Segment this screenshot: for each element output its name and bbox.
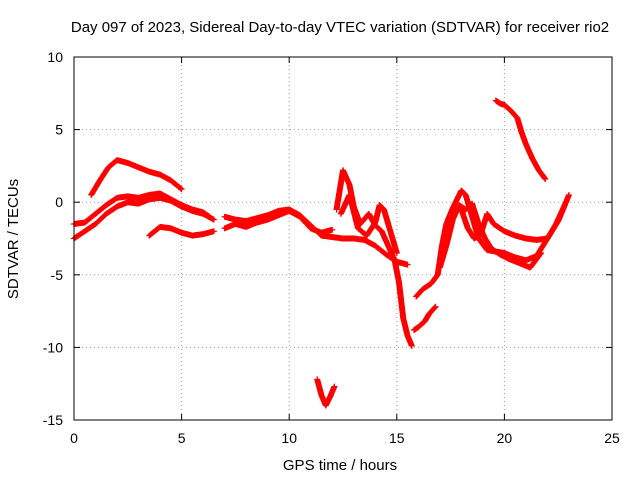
- data-point-markers: [492, 97, 549, 182]
- plot-frame: [73, 56, 613, 421]
- data-point-markers: [221, 207, 336, 236]
- y-axis-title: SDTVAR / TECUs: [5, 179, 22, 299]
- chart-title: Day 097 of 2023, Sidereal Day-to-day VTE…: [71, 19, 609, 36]
- y-tick-label: -5: [51, 267, 64, 283]
- data-series-arc-10: [411, 303, 439, 333]
- x-tick-labels: 0 5 10 15 20 25: [70, 430, 620, 446]
- y-tick-label: -10: [43, 339, 63, 355]
- data-series-arc-9: [337, 191, 400, 257]
- y-tick-label: -15: [43, 412, 63, 428]
- x-tick-label: 10: [281, 430, 297, 446]
- y-tick-label: 0: [55, 194, 63, 210]
- data-series-arc-7: [314, 376, 338, 409]
- data-point-markers: [314, 376, 338, 409]
- y-tick-label: 10: [47, 49, 63, 65]
- data-series-arc-14: [492, 97, 549, 182]
- data-series-arc-13: [458, 202, 568, 243]
- y-tick-labels: -15 -10 -5 0 5 10: [43, 49, 63, 428]
- x-tick-label: 15: [389, 430, 405, 446]
- x-tick-label: 20: [497, 430, 513, 446]
- data-series-arc-8: [333, 167, 415, 349]
- data-series-arc-3: [88, 157, 185, 198]
- x-axis-title: GPS time / hours: [283, 457, 397, 474]
- x-tick-label: 5: [178, 430, 186, 446]
- y-tick-label: 5: [55, 122, 63, 138]
- data-point-markers: [458, 202, 568, 243]
- data-series-arc-4: [146, 223, 217, 239]
- data-point-markers: [88, 157, 185, 198]
- data-series-arc-11: [413, 187, 572, 300]
- axis-ticks: [73, 56, 613, 421]
- x-tick-label: 25: [604, 430, 620, 446]
- data-point-markers: [333, 167, 415, 349]
- data-point-markers: [411, 303, 439, 333]
- data-point-markers: [337, 191, 400, 257]
- x-tick-label: 0: [70, 430, 78, 446]
- data-points: [71, 97, 572, 409]
- data-point-markers: [413, 187, 572, 300]
- data-series-arc-6: [221, 207, 336, 236]
- data-point-markers: [146, 223, 217, 239]
